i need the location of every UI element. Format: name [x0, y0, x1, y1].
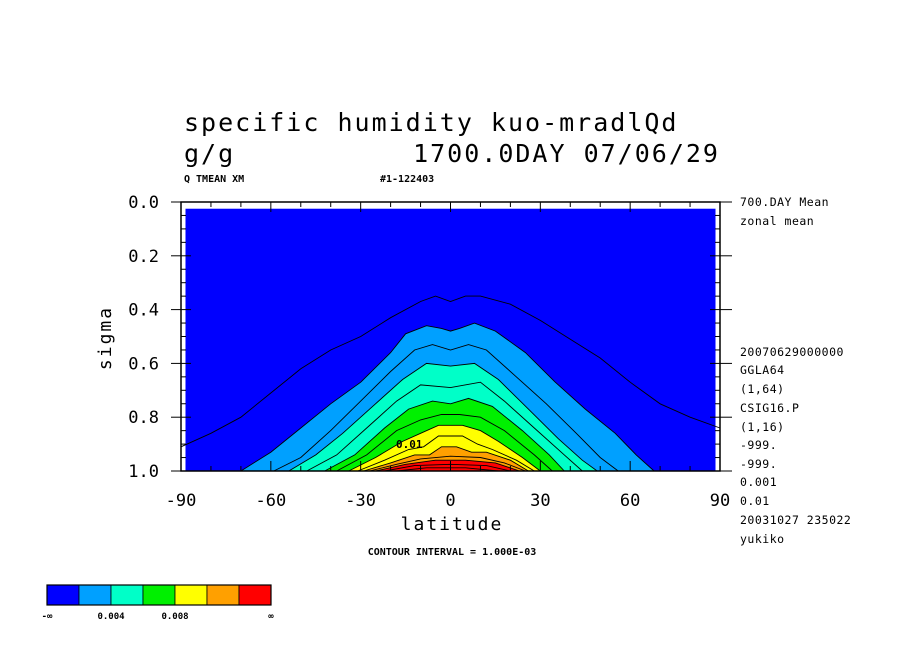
colorbar-swatch: [78, 584, 112, 606]
contour-lines: [180, 295, 721, 472]
info-line: GGLA64: [740, 363, 785, 377]
colorbar-frame: [46, 584, 272, 606]
info-line: -999.: [740, 457, 777, 471]
x-tick-label: -30: [345, 491, 376, 511]
run-tag: #1-122403: [380, 174, 434, 185]
x-tick-label: 30: [530, 491, 550, 511]
contour-line: [336, 414, 553, 472]
contour-line: [396, 467, 499, 472]
info-line: (1,64): [740, 382, 785, 396]
colorbar-swatch: [206, 584, 240, 606]
colorbar-label: 0.008: [161, 612, 188, 622]
colorbar-swatch: [238, 584, 272, 606]
chart-title: specific humidity kuo-mradlQd: [184, 108, 679, 137]
y-tick-label: 0.0: [128, 193, 159, 213]
contour-line: [363, 446, 529, 472]
x-tick-label: 60: [620, 491, 640, 511]
info-line: 0.01: [740, 494, 770, 508]
contour-line: [180, 295, 721, 448]
colorbar-label: -∞: [42, 612, 53, 622]
info-line: yukiko: [740, 532, 785, 546]
contour-interval-label: CONTOUR INTERVAL = 1.000E-03: [368, 547, 537, 558]
variable-tag: Q TMEAN XM: [184, 174, 244, 185]
info-line: CSIG16.P: [740, 401, 799, 415]
contour-line: [306, 381, 583, 472]
colorbar: -∞ 0.004 0.008 ∞: [42, 584, 274, 622]
x-axis-label: latitude: [401, 514, 504, 535]
contour-line: [357, 435, 535, 472]
info-line: zonal mean: [740, 214, 814, 228]
contour-label: 0.01: [396, 438, 423, 451]
info-line: -999.: [740, 438, 777, 452]
info-line: 20070629000000: [740, 345, 844, 359]
contour-line: [273, 344, 619, 472]
x-tick-label: 90: [710, 491, 730, 511]
info-line: (1,16): [740, 420, 785, 434]
colorbar-swatch: [142, 584, 176, 606]
contour-line: [369, 455, 526, 472]
colorbar-swatch: [46, 584, 80, 606]
info-line: 20031027 235022: [740, 513, 851, 527]
fill-band: [375, 460, 520, 471]
x-tick-label: -60: [255, 491, 286, 511]
y-tick-label: 0.8: [128, 408, 159, 428]
x-tick-label: 0: [445, 491, 455, 511]
y-tick-label: 0.6: [128, 354, 159, 374]
colorbar-swatch: [174, 584, 208, 606]
contour-line: [324, 397, 565, 472]
y-tick-label: 0.2: [128, 247, 159, 267]
x-tick-label: -90: [166, 491, 197, 511]
colorbar-swatch: [110, 584, 144, 606]
x-axis: -90 -60 -30 0 30 60 90: [166, 202, 730, 511]
datetime-label: 1700.0DAY 07/06/29: [413, 139, 720, 168]
info-line: 0.001: [740, 475, 777, 489]
contour-line: [288, 362, 598, 472]
colorbar-label: 0.004: [97, 612, 125, 622]
colorbar-label: ∞: [268, 612, 274, 622]
contour-line: [348, 424, 541, 472]
info-panel: 700.DAY Mean zonal mean 20070629000000 GGLA…: [740, 195, 851, 546]
plot-area: 0.01: [180, 208, 721, 472]
y-tick-label: 1.0: [128, 462, 159, 482]
y-axis: 0.0 0.2 0.4 0.6 0.8 1.0: [128, 193, 732, 482]
units-label: g/g: [184, 139, 235, 168]
y-axis-label: sigma: [95, 306, 116, 370]
contour-line: [375, 459, 520, 472]
info-line: 700.DAY Mean: [740, 195, 829, 209]
contour-line: [240, 322, 655, 472]
y-tick-label: 0.4: [128, 301, 159, 321]
